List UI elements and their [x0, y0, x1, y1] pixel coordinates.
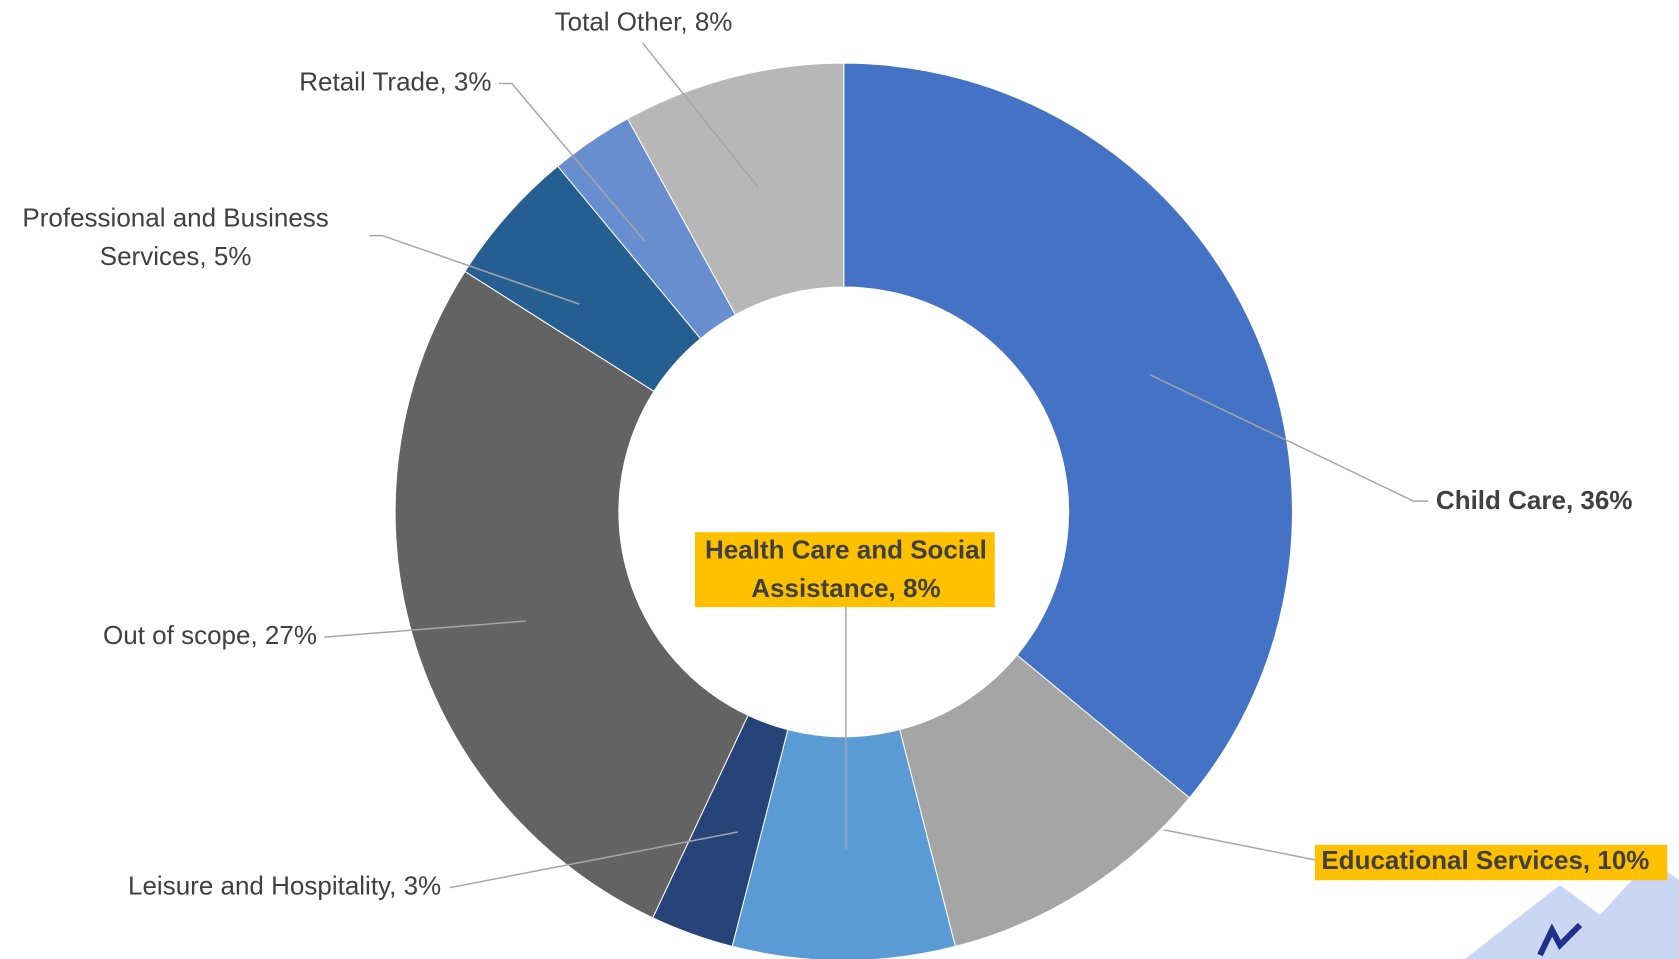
leader-line	[1149, 374, 1429, 502]
label-highlight	[694, 532, 995, 608]
label-line: Services, 5%	[100, 241, 252, 271]
data-label: Out of scope, 27%	[103, 620, 317, 650]
leader-line	[324, 620, 526, 638]
label-line: Leisure and Hospitality, 3%	[128, 871, 441, 901]
label-line: Total Other, 8%	[555, 6, 733, 36]
leader-line	[369, 234, 580, 305]
donut-slice	[843, 62, 1293, 799]
label-line: Educational Services, 10%	[1321, 845, 1649, 875]
data-label: Educational Services, 10%	[1321, 845, 1649, 875]
label-line: Out of scope, 27%	[103, 620, 317, 650]
leader-line	[498, 82, 646, 242]
label-line: Assistance, 8%	[751, 573, 940, 603]
data-label: Leisure and Hospitality, 3%	[128, 871, 441, 901]
data-label: Child Care, 36%	[1436, 485, 1633, 515]
label-line: Retail Trade, 3%	[299, 66, 491, 96]
donut-slice	[394, 270, 749, 919]
label-line: Health Care and Social	[705, 534, 987, 564]
label-line: Professional and Business	[22, 202, 328, 232]
leader-line	[1163, 829, 1316, 861]
data-label: Health Care and Social Assistance, 8%	[705, 534, 987, 603]
leader-line	[641, 42, 759, 188]
donut-slice	[626, 62, 845, 316]
data-label: Retail Trade, 3%	[299, 66, 491, 96]
logo	[1465, 860, 1679, 959]
label-line: Child Care, 36%	[1436, 485, 1633, 515]
data-label: Professional and Business Services, 5%	[22, 202, 328, 271]
leader-line	[449, 831, 738, 889]
data-label: Total Other, 8%	[555, 6, 733, 36]
label-highlight	[1314, 844, 1668, 881]
